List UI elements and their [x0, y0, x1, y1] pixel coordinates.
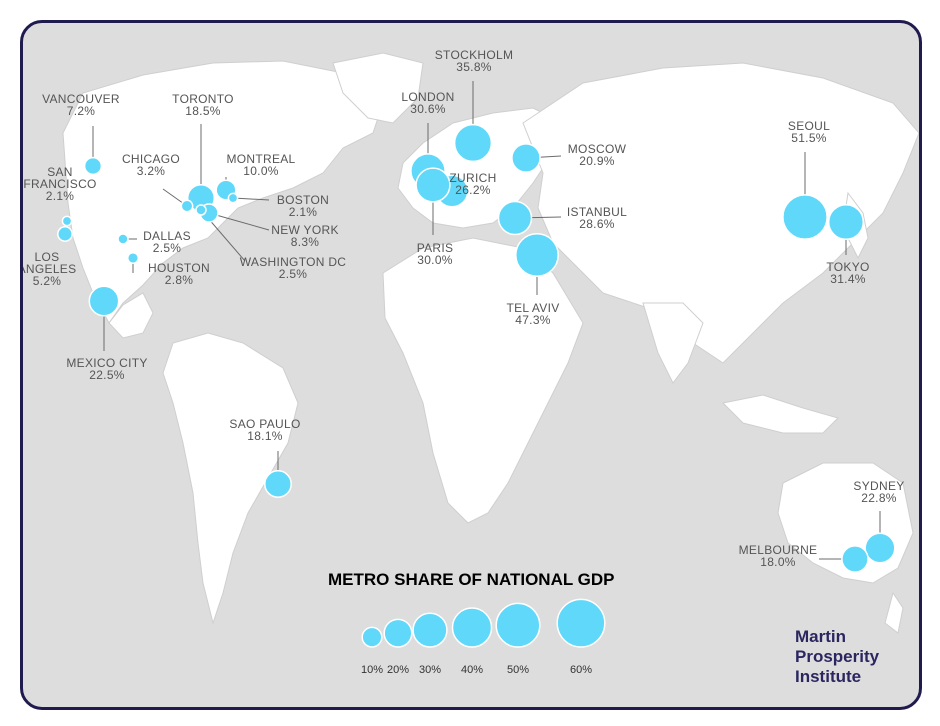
- chicago-label: CHICAGO 3.2%: [122, 152, 180, 178]
- tokyo-bubble: [827, 203, 865, 241]
- sao-paulo-label: SAO PAULO 18.1%: [229, 417, 300, 443]
- boston-bubble: [227, 192, 239, 204]
- seoul-bubble: [782, 194, 828, 240]
- tokyo-label: TOKYO 31.4%: [826, 260, 869, 286]
- boston-label: BOSTON 2.1%: [277, 193, 329, 219]
- melbourne-label: MELBOURNE 18.0%: [739, 543, 818, 569]
- stockholm-bubble: [453, 123, 493, 163]
- new-york-label: NEW YORK 8.3%: [271, 223, 339, 249]
- mexico-city-label: MEXICO CITY 22.5%: [66, 356, 147, 382]
- melbourne-bubble: [841, 545, 869, 573]
- sydney-bubble: [864, 532, 896, 564]
- washington-dc-label: WASHINGTON DC 2.5%: [240, 255, 347, 281]
- istanbul-bubble: [497, 200, 533, 236]
- zurich-label: ZURICH 26.2%: [449, 171, 496, 197]
- legend-label-20: 20%: [387, 664, 409, 676]
- istanbul-label: ISTANBUL 28.6%: [567, 205, 627, 231]
- city-labels: VANCOUVER 7.2% TORONTO 18.5% CHICAGO 3.2% MONT…: [23, 48, 904, 569]
- legend-bubble-20: [383, 618, 413, 648]
- moscow-bubble: [511, 143, 541, 173]
- los-angeles-bubble: [57, 226, 73, 242]
- tel-aviv-label: TEL AVIV 47.3%: [506, 301, 559, 327]
- legend-bubble-30: [412, 612, 448, 648]
- brand-line-3: Institute: [795, 667, 862, 686]
- world-map: VANCOUVER 7.2% TORONTO 18.5% CHICAGO 3.2% MONT…: [23, 48, 919, 676]
- sao-paulo-bubble: [264, 470, 292, 498]
- chicago-bubble: [180, 199, 194, 213]
- paris-bubble: [415, 167, 451, 203]
- brand-line-2: Prosperity: [795, 647, 880, 666]
- legend-label-40: 40%: [461, 664, 483, 676]
- mexico-city-bubble: [88, 285, 120, 317]
- dallas-bubble: [117, 233, 129, 245]
- houston-bubble: [126, 251, 140, 265]
- seoul-label: SEOUL 51.5%: [788, 119, 830, 145]
- stockholm-label: STOCKHOLM 35.8%: [435, 48, 514, 74]
- legend-bubble-40: [451, 607, 493, 648]
- legend-label-10: 10%: [361, 664, 383, 676]
- washington-dc-bubble: [195, 204, 207, 216]
- moscow-label: MOSCOW 20.9%: [568, 142, 627, 168]
- london-label: LONDON 30.6%: [401, 90, 454, 116]
- legend-bubble-10: [361, 626, 383, 648]
- new-york-leader-line: [208, 212, 270, 231]
- paris-label: PARIS 30.0%: [417, 241, 454, 267]
- tel-aviv-bubble: [515, 233, 559, 277]
- legend: METRO SHARE OF NATIONAL GDP 10% 20% 30% 40%…: [328, 570, 615, 676]
- legend-label-50: 50%: [507, 664, 529, 676]
- houston-label: HOUSTON 2.8%: [148, 261, 210, 287]
- vancouver-label: VANCOUVER 7.2%: [42, 92, 120, 118]
- legend-label-30: 30%: [419, 664, 441, 676]
- legend-title: METRO SHARE OF NATIONAL GDP: [328, 570, 615, 589]
- san-francisco-label: SAN FRANCISCO 2.1%: [23, 165, 96, 203]
- san-francisco-bubble: [61, 215, 73, 227]
- legend-label-60: 60%: [570, 664, 592, 676]
- dallas-label: DALLAS 2.5%: [143, 229, 191, 255]
- brand-logo: Martin Prosperity Institute: [795, 627, 879, 687]
- brand-line-1: Martin: [795, 627, 846, 646]
- vancouver-bubble: [83, 156, 103, 176]
- legend-bubble-50: [495, 602, 541, 648]
- boston-leader-line: [232, 197, 270, 201]
- sydney-label: SYDNEY 22.8%: [853, 479, 904, 505]
- city-bubbles: [57, 123, 896, 573]
- landmass: [62, 52, 919, 634]
- los-angeles-label: LOS ANGELES 5.2%: [23, 250, 76, 288]
- legend-bubble-60: [556, 598, 606, 648]
- toronto-label: TORONTO 18.5%: [172, 92, 234, 118]
- map-frame: VANCOUVER 7.2% TORONTO 18.5% CHICAGO 3.2% MONT…: [20, 20, 922, 710]
- montreal-label: MONTREAL 10.0%: [226, 152, 295, 178]
